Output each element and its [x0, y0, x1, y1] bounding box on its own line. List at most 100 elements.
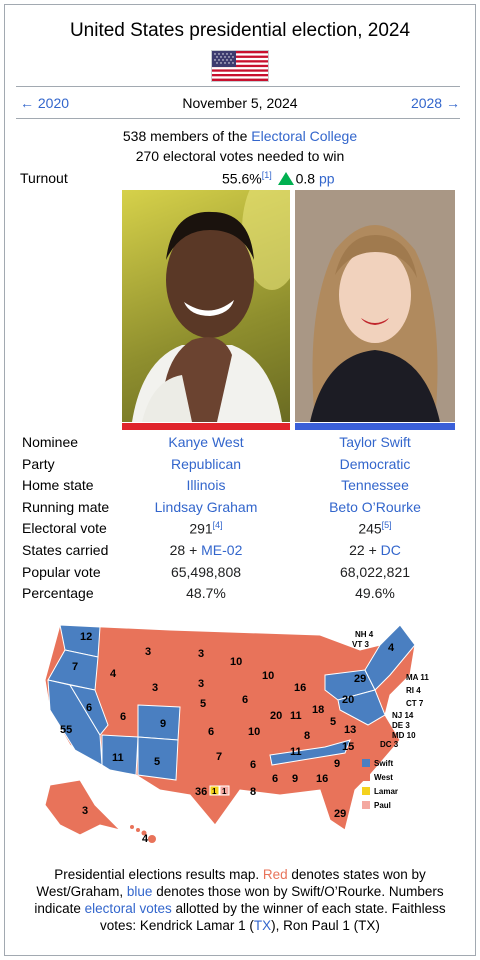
democratic-color-bar	[295, 423, 455, 430]
map-legend: Swift West Lamar Paul	[362, 759, 398, 810]
map-label-fl: 29	[334, 808, 346, 820]
caption-blue-word: blue	[126, 884, 153, 899]
me-02-link[interactable]: ME-02	[201, 542, 243, 558]
caption-text: ), Ron Paul 1 (TX)	[271, 918, 380, 933]
nominee-right-link[interactable]: Taylor Swift	[339, 434, 411, 450]
row-label: Home state	[22, 477, 94, 493]
running-mate-right-link[interactable]: Beto O’Rourke	[329, 499, 421, 515]
previous-election-link[interactable]: ← 2020	[20, 95, 70, 111]
electoral-vote-right-value: 245	[358, 520, 382, 537]
map-label-ms: 6	[272, 773, 278, 785]
map-label-tx: 36	[195, 786, 207, 798]
map-label-ca: 55	[60, 724, 72, 736]
map-label-hi: 4	[142, 833, 149, 845]
map-label-tx-paul: 1	[222, 787, 227, 796]
map-label-sd: 3	[198, 678, 204, 690]
map-label-co: 9	[160, 718, 166, 730]
row-percentage: Percentage 48.7% 49.6%	[0, 585, 480, 605]
row-electoral-vote: Electoral vote 291[4] 245[5]	[0, 520, 480, 540]
nominee-left-photo	[122, 190, 290, 422]
legend-label-west: West	[374, 773, 393, 782]
map-label-nh: NH 4	[355, 630, 374, 639]
row-label: Running mate	[22, 499, 110, 515]
next-election-link[interactable]: 2028 →	[410, 95, 460, 111]
map-label-ct: CT 7	[406, 699, 424, 708]
map-label-pa: 20	[342, 694, 354, 706]
page-title: United States presidential election, 202…	[69, 20, 411, 41]
turnout-value: 55.6%[1] 0.8 pp	[222, 170, 335, 187]
map-label-ar: 6	[250, 759, 256, 771]
electoral-votes-link[interactable]: electoral votes	[84, 901, 172, 916]
turnout-label: Turnout	[20, 170, 68, 186]
legend-label-paul: Paul	[374, 801, 391, 810]
map-label-wy: 3	[152, 682, 158, 694]
map-label-il: 20	[270, 710, 282, 722]
electoral-college-line: 538 members of the Electoral College	[0, 128, 480, 144]
turnout-ref-link[interactable]: [1]	[261, 170, 272, 180]
row-home-state: Home state Illinois Tennessee	[0, 477, 480, 497]
map-label-tn: 11	[290, 746, 302, 758]
map-label-wi: 10	[262, 670, 274, 682]
nominee-left-link[interactable]: Kanye West	[168, 434, 244, 450]
map-label-vt: VT 3	[352, 640, 369, 649]
us-flag-icon	[211, 50, 269, 82]
map-label-ut: 6	[120, 711, 126, 723]
turnout-percent: 55.6%	[222, 170, 262, 187]
legend-swatch-lamar	[362, 787, 370, 795]
legend-swatch-swift	[362, 759, 370, 767]
map-label-ny: 29	[354, 673, 366, 685]
map-label-ky: 8	[304, 730, 310, 742]
tx-link[interactable]: TX	[253, 918, 272, 933]
legend-label-swift: Swift	[374, 759, 393, 768]
legend-label-lamar: Lamar	[374, 787, 398, 796]
map-label-ks: 6	[208, 726, 214, 738]
row-popular-vote: Popular vote 65,498,808 68,022,821	[0, 564, 480, 584]
home-state-left-link[interactable]: Illinois	[186, 477, 226, 493]
electoral-vote-left: 291[4]	[122, 520, 290, 537]
states-carried-left: 28 + ME-02	[122, 542, 290, 558]
row-nominee: Nominee Kanye West Taylor Swift	[0, 434, 480, 454]
caption-text: Presidential elections results map.	[54, 867, 263, 882]
electoral-vote-left-value: 291	[189, 520, 213, 537]
row-label: States carried	[22, 542, 109, 558]
nominee-right-photo	[295, 190, 455, 422]
caption-text: denotes states won by West/Graham,	[36, 867, 426, 899]
election-date: November 5, 2024	[182, 95, 298, 111]
map-label-nm: 5	[154, 756, 160, 768]
states-carried-right: 22 + DC	[295, 542, 455, 558]
map-label-de: DE 3	[392, 721, 410, 730]
map-label-oh: 18	[312, 704, 324, 716]
republican-color-bar	[122, 423, 290, 430]
electoral-college-link[interactable]: Electoral College	[251, 128, 358, 144]
states-carried-right-value: 22 +	[349, 542, 381, 558]
map-label-ne: 5	[200, 698, 206, 710]
electoral-vote-right: 245[5]	[295, 520, 455, 537]
increase-arrow-icon	[277, 171, 294, 185]
row-running-mate: Running mate Lindsay Graham Beto O’Rourk…	[0, 499, 480, 519]
map-label-id: 4	[110, 668, 117, 680]
dc-link[interactable]: DC	[380, 542, 401, 558]
percentage-points-link[interactable]: pp	[318, 170, 335, 187]
map-label-dc: DC 3	[380, 740, 399, 749]
map-label-mi: 16	[294, 682, 306, 694]
row-label: Electoral vote	[22, 520, 107, 536]
ref-link[interactable]: [4]	[212, 520, 223, 530]
home-state-right-link[interactable]: Tennessee	[341, 477, 409, 493]
map-label-ia: 6	[242, 694, 248, 706]
running-mate-left-link[interactable]: Lindsay Graham	[154, 499, 258, 515]
legend-swatch-paul	[362, 801, 370, 809]
party-right-link[interactable]: Democratic	[339, 456, 411, 472]
map-label-ok: 7	[216, 751, 222, 763]
caption-red-word: Red	[262, 867, 288, 882]
row-party: Party Republican Democratic	[0, 456, 480, 476]
divider	[16, 118, 460, 119]
map-label-mn: 10	[230, 656, 242, 668]
map-label-la: 8	[250, 786, 256, 798]
party-left-link[interactable]: Republican	[170, 456, 242, 472]
turnout-change: 0.8	[295, 170, 316, 187]
ref-link[interactable]: [5]	[381, 520, 392, 530]
map-label-nj: NJ 14	[392, 711, 414, 720]
legend-swatch-west	[362, 773, 370, 781]
electoral-college-prefix: 538 members of the	[122, 128, 252, 144]
percentage-left: 48.7%	[186, 585, 226, 601]
